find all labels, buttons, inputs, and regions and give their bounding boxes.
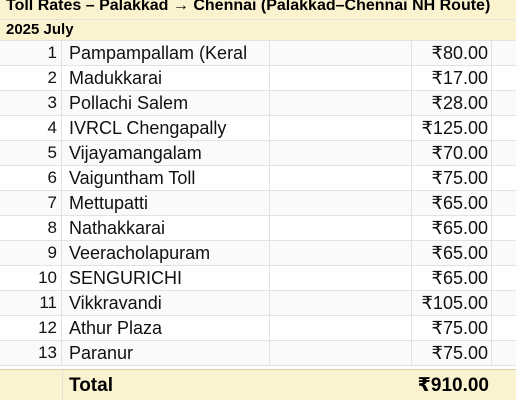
toll-rate-cell[interactable]: ₹75.00 [412,316,492,340]
row-number-cell[interactable]: 1 [0,41,62,65]
table-row[interactable]: 13 Paranur ₹75.00 [0,341,516,366]
toll-name-cell[interactable]: Nathakkarai [63,216,270,240]
toll-rate-cell[interactable]: ₹70.00 [412,141,492,165]
table-row[interactable]: 11 Vikkravandi ₹105.00 [0,291,516,316]
toll-rate-cell[interactable]: ₹125.00 [412,116,492,140]
toll-rate-cell[interactable]: ₹105.00 [412,291,492,315]
row-number-cell[interactable]: 3 [0,91,62,115]
toll-rate-cell[interactable]: ₹28.00 [412,91,492,115]
table-row[interactable]: 4 IVRCL Chengapally ₹125.00 [0,116,516,141]
empty-cell[interactable] [271,141,412,165]
row-number-cell[interactable]: 2 [0,66,62,90]
toll-table: 1 Pampampallam (Keral ₹80.00 2 Madukkara… [0,41,516,366]
toll-rate-cell[interactable]: ₹75.00 [412,166,492,190]
subtitle-row[interactable]: 2025 July [0,20,516,41]
row-number-cell[interactable]: 13 [0,341,62,365]
toll-name-cell[interactable]: Mettupatti [63,191,270,215]
toll-name-cell[interactable]: Veeracholapuram [63,241,270,265]
toll-name-cell[interactable]: Athur Plaza [63,316,270,340]
row-number-cell[interactable]: 12 [0,316,62,340]
toll-name-cell[interactable]: Vijayamangalam [63,141,270,165]
row-number-cell[interactable]: 9 [0,241,62,265]
table-row[interactable]: 10 SENGURICHI ₹65.00 [0,266,516,291]
toll-name-cell[interactable]: Vikkravandi [63,291,270,315]
toll-rate-cell[interactable]: ₹75.00 [412,341,492,365]
empty-cell[interactable] [271,91,412,115]
empty-cell[interactable] [271,216,412,240]
table-row[interactable]: 6 Vaiguntham Toll ₹75.00 [0,166,516,191]
empty-cell[interactable] [271,266,412,290]
empty-cell[interactable] [271,341,412,365]
empty-cell[interactable] [271,291,412,315]
toll-name-cell[interactable]: SENGURICHI [63,266,270,290]
toll-rate-cell[interactable]: ₹65.00 [412,241,492,265]
empty-cell[interactable] [271,166,412,190]
toll-rate-cell[interactable]: ₹65.00 [412,266,492,290]
toll-rate-cell[interactable]: ₹80.00 [412,41,492,65]
empty-cell[interactable] [271,41,412,65]
row-number-cell[interactable]: 5 [0,141,62,165]
table-row[interactable]: 7 Mettupatti ₹65.00 [0,191,516,216]
sheet-subtitle: 2025 July [6,21,74,38]
empty-cell[interactable] [271,241,412,265]
toll-name-cell[interactable]: IVRCL Chengapally [63,116,270,140]
row-number-cell[interactable]: 6 [0,166,62,190]
toll-name-cell[interactable]: Madukkarai [63,66,270,90]
toll-name-cell[interactable]: Pollachi Salem [63,91,270,115]
row-number-cell[interactable]: 4 [0,116,62,140]
empty-cell[interactable] [271,66,412,90]
empty-cell[interactable] [0,370,63,400]
table-row[interactable]: 1 Pampampallam (Keral ₹80.00 [0,41,516,66]
total-row[interactable]: Total ₹910.00 [0,369,516,400]
table-row[interactable]: 3 Pollachi Salem ₹28.00 [0,91,516,116]
empty-cell[interactable] [271,116,412,140]
toll-name-cell[interactable]: Pampampallam (Keral [63,41,270,65]
total-label[interactable]: Total [69,375,113,396]
toll-name-cell[interactable]: Paranur [63,341,270,365]
toll-rate-cell[interactable]: ₹65.00 [412,216,492,240]
table-row[interactable]: 8 Nathakkarai ₹65.00 [0,216,516,241]
toll-name-cell[interactable]: Vaiguntham Toll [63,166,270,190]
table-row[interactable]: 5 Vijayamangalam ₹70.00 [0,141,516,166]
row-number-cell[interactable]: 8 [0,216,62,240]
table-row[interactable]: 9 Veeracholapuram ₹65.00 [0,241,516,266]
sheet-title: Toll Rates – Palakkad → Chennai (Palakka… [6,0,491,14]
toll-rate-cell[interactable]: ₹65.00 [412,191,492,215]
empty-cell[interactable] [271,316,412,340]
row-number-cell[interactable]: 11 [0,291,62,315]
total-value[interactable]: ₹910.00 [417,375,489,396]
empty-cell[interactable] [271,191,412,215]
title-row[interactable]: Toll Rates – Palakkad → Chennai (Palakka… [0,0,516,20]
table-row[interactable]: 12 Athur Plaza ₹75.00 [0,316,516,341]
toll-rate-cell[interactable]: ₹17.00 [412,66,492,90]
row-number-cell[interactable]: 10 [0,266,62,290]
row-number-cell[interactable]: 7 [0,191,62,215]
table-row[interactable]: 2 Madukkarai ₹17.00 [0,66,516,91]
